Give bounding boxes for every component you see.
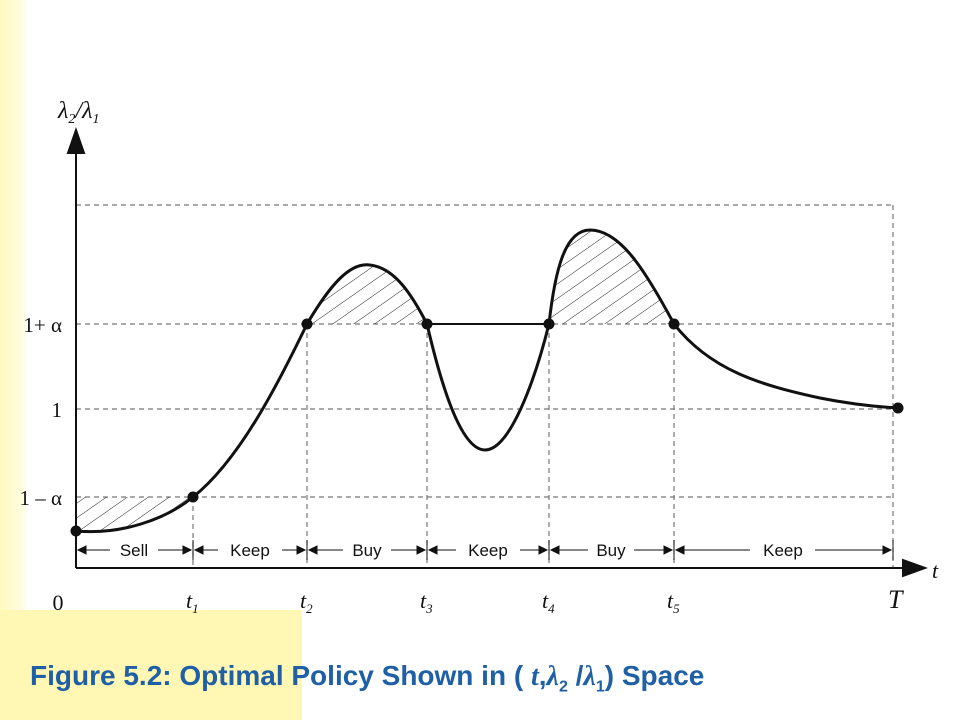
hatched-regions: [76, 230, 674, 532]
background-strip: [0, 0, 26, 720]
point-t4: [543, 318, 555, 330]
region-label-keep-3: Keep: [763, 541, 803, 560]
region-label-keep-2: Keep: [468, 541, 508, 560]
point-start: [70, 525, 82, 537]
y-axis-label: λ2/λ1: [57, 98, 99, 127]
figure-caption: Figure 5.2: Optimal Policy Shown in ( t,…: [30, 660, 705, 696]
region-label-keep-1: Keep: [230, 541, 270, 560]
origin-label: 0: [53, 590, 64, 615]
point-t2: [301, 318, 313, 330]
point-t5: [668, 318, 680, 330]
y-tick-upper-threshold: 1+ α: [23, 313, 62, 337]
point-t3: [421, 318, 433, 330]
caption-background: [0, 610, 302, 720]
region-label-sell: Sell: [120, 541, 148, 560]
y-axis-arrow: [66, 126, 86, 154]
x-tick-t5: t5: [667, 588, 680, 616]
ratio-curve: [75, 228, 899, 534]
x-tick-T: T: [888, 585, 904, 614]
y-tick-one: 1: [52, 398, 63, 422]
x-axis-label: t: [932, 558, 939, 583]
x-tick-t2: t2: [300, 588, 313, 616]
axes: [66, 126, 928, 578]
point-T: [892, 402, 904, 414]
hatch-buy-region-2: [549, 230, 674, 324]
x-tick-t1: t1: [186, 588, 199, 616]
key-points: [70, 318, 904, 537]
x-tick-t3: t3: [420, 588, 433, 616]
x-tick-t4: t4: [542, 588, 555, 616]
point-t1: [187, 491, 199, 503]
region-labels: Sell Keep Buy Keep Buy Keep: [120, 541, 803, 560]
x-axis-arrow: [902, 558, 928, 578]
region-label-buy-2: Buy: [596, 541, 626, 560]
hatch-sell-region: [76, 497, 193, 532]
y-tick-lower-threshold: 1 – α: [19, 486, 62, 510]
region-brackets: [75, 540, 894, 560]
region-label-buy-1: Buy: [352, 541, 382, 560]
